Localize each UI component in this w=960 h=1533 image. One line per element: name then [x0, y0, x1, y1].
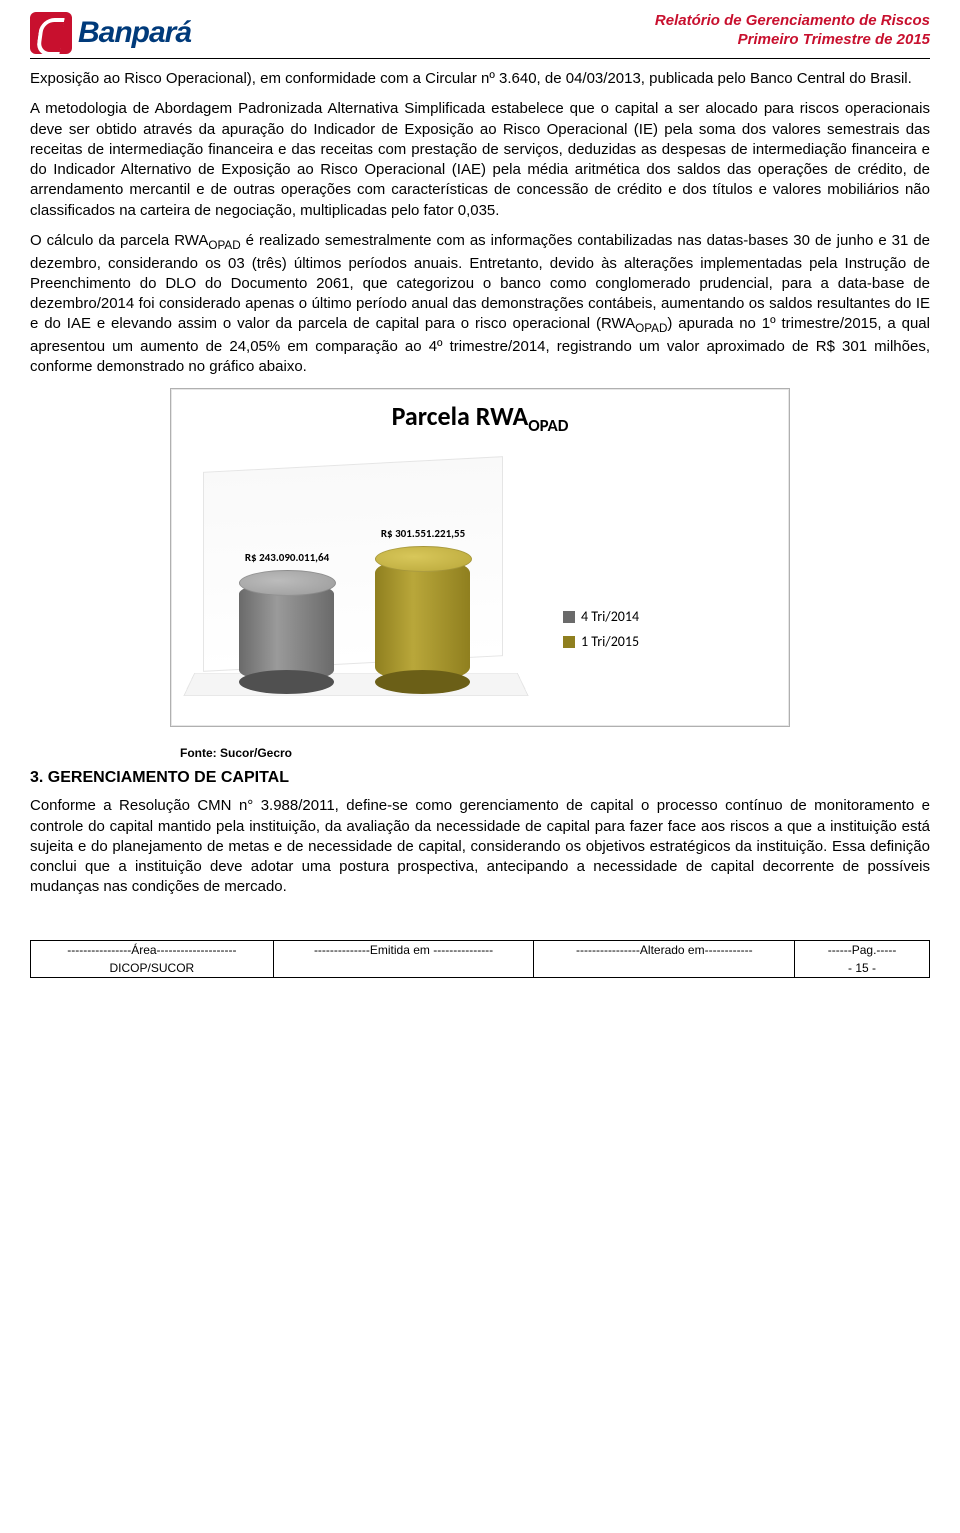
paragraph-1: Exposição ao Risco Operacional), em conf… — [30, 69, 930, 89]
footer-pag-value: - 15 - — [795, 959, 930, 978]
footer-emitida-header: --------------Emitida em --------------- — [273, 940, 534, 959]
chart-bar-0 — [239, 582, 334, 682]
section-3-heading: 3. GERENCIAMENTO DE CAPITAL — [30, 767, 930, 789]
paragraph-3: O cálculo da parcela RWAOPAD é realizado… — [30, 231, 930, 378]
chart-bar-label-1: R$ 301.551.221,55 — [353, 527, 493, 542]
p3-sub-1: OPAD — [208, 239, 240, 252]
legend-item-0: 4 Tri/2014 — [563, 608, 639, 627]
brand-logo: Banpará — [30, 12, 191, 54]
brand-name: Banpará — [78, 13, 191, 54]
legend-label-0: 4 Tri/2014 — [581, 608, 639, 627]
footer-area-value: DICOP/SUCOR — [31, 959, 274, 978]
header-line-2: Primeiro Trimestre de 2015 — [655, 31, 930, 50]
document-body: Exposição ao Risco Operacional), em conf… — [30, 69, 930, 378]
footer-area-header: ----------------Área-------------------- — [31, 940, 274, 959]
p3-sub-2: OPAD — [635, 322, 667, 335]
footer-pag-header: ------Pag.----- — [795, 940, 930, 959]
chart-title-sub: OPAD — [528, 415, 568, 436]
legend-item-1: 1 Tri/2015 — [563, 633, 639, 652]
header-title-block: Relatório de Gerenciamento de Riscos Pri… — [655, 12, 930, 50]
paragraph-2: A metodologia de Abordagem Padronizada A… — [30, 99, 930, 221]
footer-table: ----------------Área--------------------… — [30, 940, 930, 978]
section-3-body-wrap: Conforme a Resolução CMN n° 3.988/2011, … — [30, 796, 930, 897]
page-header: Banpará Relatório de Gerenciamento de Ri… — [30, 12, 930, 59]
chart-bar-1 — [375, 558, 470, 682]
footer-alterado-value — [534, 959, 795, 978]
legend-swatch-1 — [563, 636, 575, 648]
brand-logo-icon — [30, 12, 72, 54]
chart-title-a: Parcela RWA — [392, 400, 529, 432]
footer-emitida-value — [273, 959, 534, 978]
rwa-chart-card: Parcela RWAOPAD R$ 243.090.011,64 R$ 301.… — [170, 388, 790, 727]
chart-body: R$ 243.090.011,64 R$ 301.551.221,55 4 Tri… — [183, 452, 777, 712]
chart-source: Fonte: Sucor/Gecro — [180, 745, 930, 761]
section-3-body: Conforme a Resolução CMN n° 3.988/2011, … — [30, 796, 930, 897]
chart-plot-area: R$ 243.090.011,64 R$ 301.551.221,55 — [183, 452, 533, 712]
p3-part-a: O cálculo da parcela RWA — [30, 232, 208, 249]
page-footer: ----------------Área--------------------… — [30, 936, 930, 978]
chart-bar-label-0: R$ 243.090.011,64 — [217, 551, 357, 566]
legend-swatch-0 — [563, 611, 575, 623]
header-line-1: Relatório de Gerenciamento de Riscos — [655, 12, 930, 31]
chart-floor — [183, 672, 528, 695]
footer-alterado-header: ----------------Alterado em------------ — [534, 940, 795, 959]
chart-legend: 4 Tri/2014 1 Tri/2015 — [563, 608, 639, 652]
legend-label-1: 1 Tri/2015 — [581, 633, 639, 652]
chart-title: Parcela RWAOPAD — [183, 399, 777, 438]
